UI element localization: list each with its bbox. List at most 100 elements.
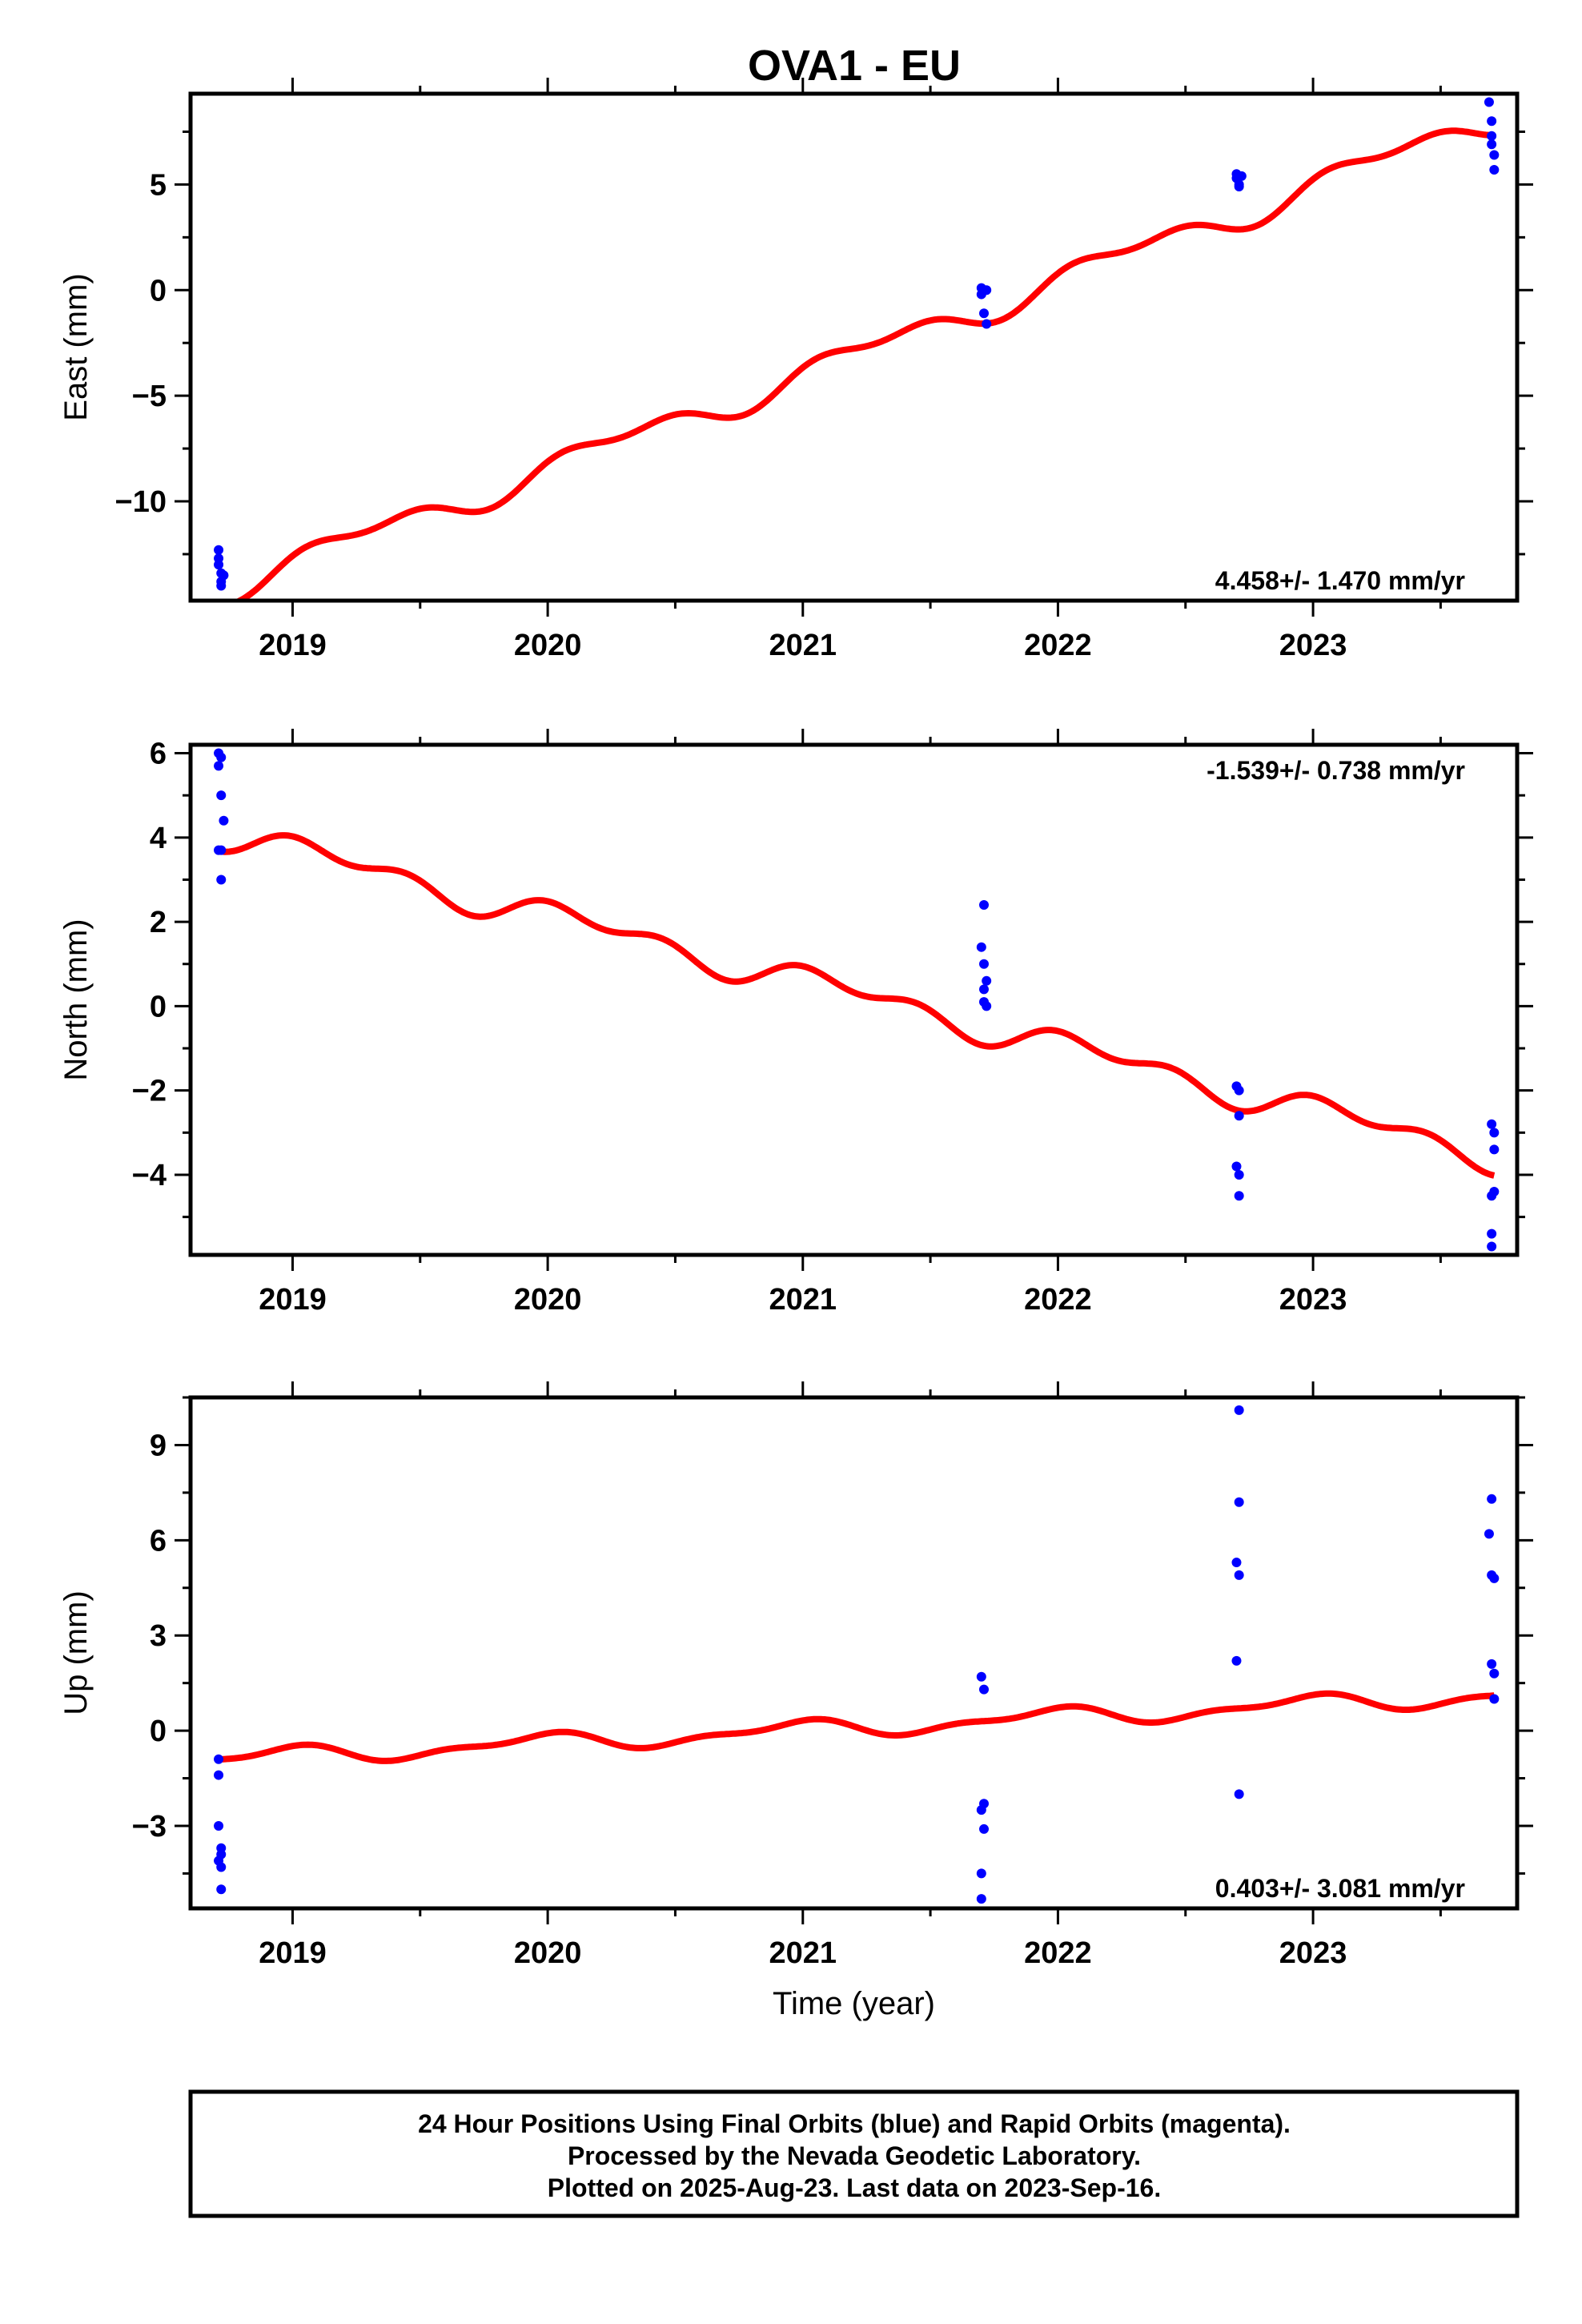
east-data-point <box>214 560 224 570</box>
x-tick-label: 2022 <box>1024 629 1092 662</box>
north-rate-label: -1.539+/- 0.738 mm/yr <box>1207 756 1465 785</box>
east-data-point <box>1487 139 1497 150</box>
up-data-point <box>214 1770 224 1780</box>
up-data-point <box>979 1823 990 1834</box>
y-tick-label: −10 <box>115 485 167 519</box>
north-model-fit-line <box>217 832 1496 1179</box>
y-tick-label: 3 <box>150 1619 167 1653</box>
east-data-point <box>1489 164 1500 175</box>
footer-line-3: Plotted on 2025-Aug-23. Last data on 202… <box>548 2173 1161 2202</box>
north-data-point <box>979 959 990 969</box>
y-tick-label: 0 <box>150 274 167 308</box>
up-data-point <box>1489 1668 1500 1679</box>
east-data-point <box>1484 97 1494 107</box>
footer-line-2: Processed by the Nevada Geodetic Laborat… <box>568 2141 1141 2170</box>
up-data-point <box>1234 1497 1244 1507</box>
north-data-point <box>1489 1128 1500 1138</box>
north-data-point <box>982 1001 992 1011</box>
up-panel: 2019 2020 2021 2022 2023 −3 0 3 6 9 0.403+/- 3.081… <box>58 1381 1533 2021</box>
x-tick-label: 2023 <box>1279 1283 1347 1317</box>
x-tick-label: 2019 <box>259 629 327 662</box>
x-tick-label: 2022 <box>1024 1283 1092 1317</box>
east-data-point <box>219 570 229 581</box>
east-panel: 2019 2020 2021 2022 2023 −10 −5 0 5 4.458+/- 1.47… <box>58 78 1533 662</box>
up-plot-frame <box>188 1395 1520 1911</box>
north-data-point <box>1487 1228 1497 1239</box>
north-data-point <box>219 815 229 826</box>
east-data-point <box>982 319 992 329</box>
up-data-point <box>214 1754 224 1764</box>
east-model-fit-line <box>231 127 1496 601</box>
y-tick-label: −3 <box>132 1810 167 1844</box>
north-data-point <box>214 761 224 771</box>
north-data-point <box>1234 1169 1244 1180</box>
north-panel: 2019 2020 2021 2022 2023 −4 −2 0 2 4 6 -1.539+/- 0.… <box>58 729 1533 1317</box>
up-model-fit-line <box>217 1690 1496 1764</box>
x-axis-label: Time (year) <box>773 1986 935 2021</box>
up-data-point <box>1489 1573 1500 1583</box>
y-tick-label: −5 <box>132 380 167 413</box>
east-data-point <box>982 285 992 296</box>
up-data-point <box>1231 1558 1242 1568</box>
north-data-point <box>1487 1241 1497 1252</box>
up-data-point <box>976 1805 986 1815</box>
y-tick-label: 4 <box>150 822 167 855</box>
x-tick-label: 2021 <box>769 629 837 662</box>
x-tick-label: 2021 <box>769 1283 837 1317</box>
east-data-point <box>979 308 990 319</box>
x-tick-label: 2019 <box>259 1936 327 1970</box>
north-data-point <box>1487 1119 1497 1129</box>
north-data-point <box>1231 1161 1242 1172</box>
north-data-point <box>216 752 227 762</box>
footer-line-1: 24 Hour Positions Using Final Orbits (bl… <box>418 2109 1291 2138</box>
north-data-point <box>214 845 224 855</box>
up-data-point <box>1234 1570 1244 1580</box>
x-tick-label: 2020 <box>514 1283 582 1317</box>
up-data-point <box>1484 1529 1494 1539</box>
up-data-point <box>1487 1494 1497 1504</box>
up-data-point <box>1489 1694 1500 1704</box>
x-tick-label: 2020 <box>514 629 582 662</box>
up-data-point <box>1487 1659 1497 1669</box>
north-data-point <box>982 975 992 986</box>
up-rate-label: 0.403+/- 3.081 mm/yr <box>1215 1874 1465 1903</box>
up-data-point <box>979 1684 990 1695</box>
up-data-point <box>976 1894 986 1904</box>
north-data-point <box>1234 1085 1244 1096</box>
north-data-point <box>1489 1144 1500 1155</box>
east-rate-label: 4.458+/- 1.470 mm/yr <box>1215 566 1465 595</box>
x-tick-label: 2023 <box>1279 1936 1347 1970</box>
y-tick-label: 0 <box>150 990 167 1023</box>
x-tick-label: 2020 <box>514 1936 582 1970</box>
x-tick-label: 2021 <box>769 1936 837 1970</box>
figure-title: OVA1 - EU <box>748 42 961 90</box>
y-tick-label: 2 <box>150 906 167 939</box>
x-tick-label: 2022 <box>1024 1936 1092 1970</box>
x-tick-label: 2023 <box>1279 629 1347 662</box>
north-y-axis-label: North (mm) <box>58 919 94 1080</box>
y-tick-label: 6 <box>150 1524 167 1558</box>
y-tick-label: 9 <box>150 1429 167 1462</box>
north-data-point <box>1489 1187 1500 1197</box>
y-tick-label: −2 <box>132 1075 167 1108</box>
east-data-point <box>1236 171 1247 181</box>
north-data-point <box>979 900 990 911</box>
north-data-point <box>1234 1111 1244 1121</box>
east-plot-frame <box>188 91 1520 603</box>
x-tick-label: 2019 <box>259 1283 327 1317</box>
up-y-axis-label: Up (mm) <box>58 1590 94 1715</box>
up-data-point <box>216 1862 227 1872</box>
north-data-point <box>216 875 227 885</box>
y-tick-label: 5 <box>150 168 167 202</box>
north-data-point <box>1234 1191 1244 1201</box>
up-data-point <box>214 1820 224 1831</box>
north-plot-frame <box>188 742 1520 1257</box>
east-data-point <box>1489 150 1500 160</box>
up-data-point <box>216 1884 227 1895</box>
east-data-point <box>1487 116 1497 127</box>
east-data-point <box>1487 131 1497 141</box>
east-data-point <box>214 545 224 555</box>
north-data-point <box>976 942 986 952</box>
